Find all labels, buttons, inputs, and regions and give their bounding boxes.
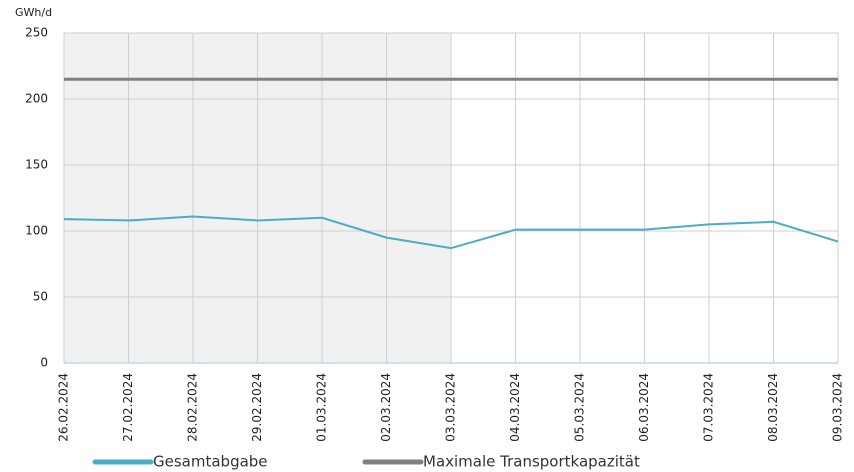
x-tick-label: 05.03.2024	[573, 373, 587, 442]
y-tick-label: 50	[33, 290, 48, 304]
y-tick-label: 250	[25, 26, 48, 40]
x-tick-label: 09.03.2024	[831, 373, 845, 442]
x-tick-label: 07.03.2024	[702, 373, 716, 442]
x-tick-label: 06.03.2024	[637, 373, 651, 442]
x-tick-label: 03.03.2024	[444, 373, 458, 442]
y-tick-label: 100	[25, 224, 48, 238]
x-tick-label: 26.02.2024	[57, 373, 71, 442]
y-tick-label: 150	[25, 158, 48, 172]
y-tick-label: 0	[40, 356, 48, 370]
x-tick-label: 27.02.2024	[121, 373, 135, 442]
x-tick-label: 08.03.2024	[766, 373, 780, 442]
x-tick-label: 28.02.2024	[186, 373, 200, 442]
y-tick-label: 200	[25, 92, 48, 106]
x-tick-label: 29.02.2024	[250, 373, 264, 442]
x-tick-label: 01.03.2024	[315, 373, 329, 442]
legend-label: Gesamtabgabe	[153, 453, 268, 471]
y-axis-label: GWh/d	[15, 6, 52, 19]
legend-label: Maximale Transportkapazität	[423, 453, 640, 471]
x-tick-label: 02.03.2024	[379, 373, 393, 442]
series-line	[63, 215, 839, 250]
x-tick-label: 04.03.2024	[508, 373, 522, 442]
